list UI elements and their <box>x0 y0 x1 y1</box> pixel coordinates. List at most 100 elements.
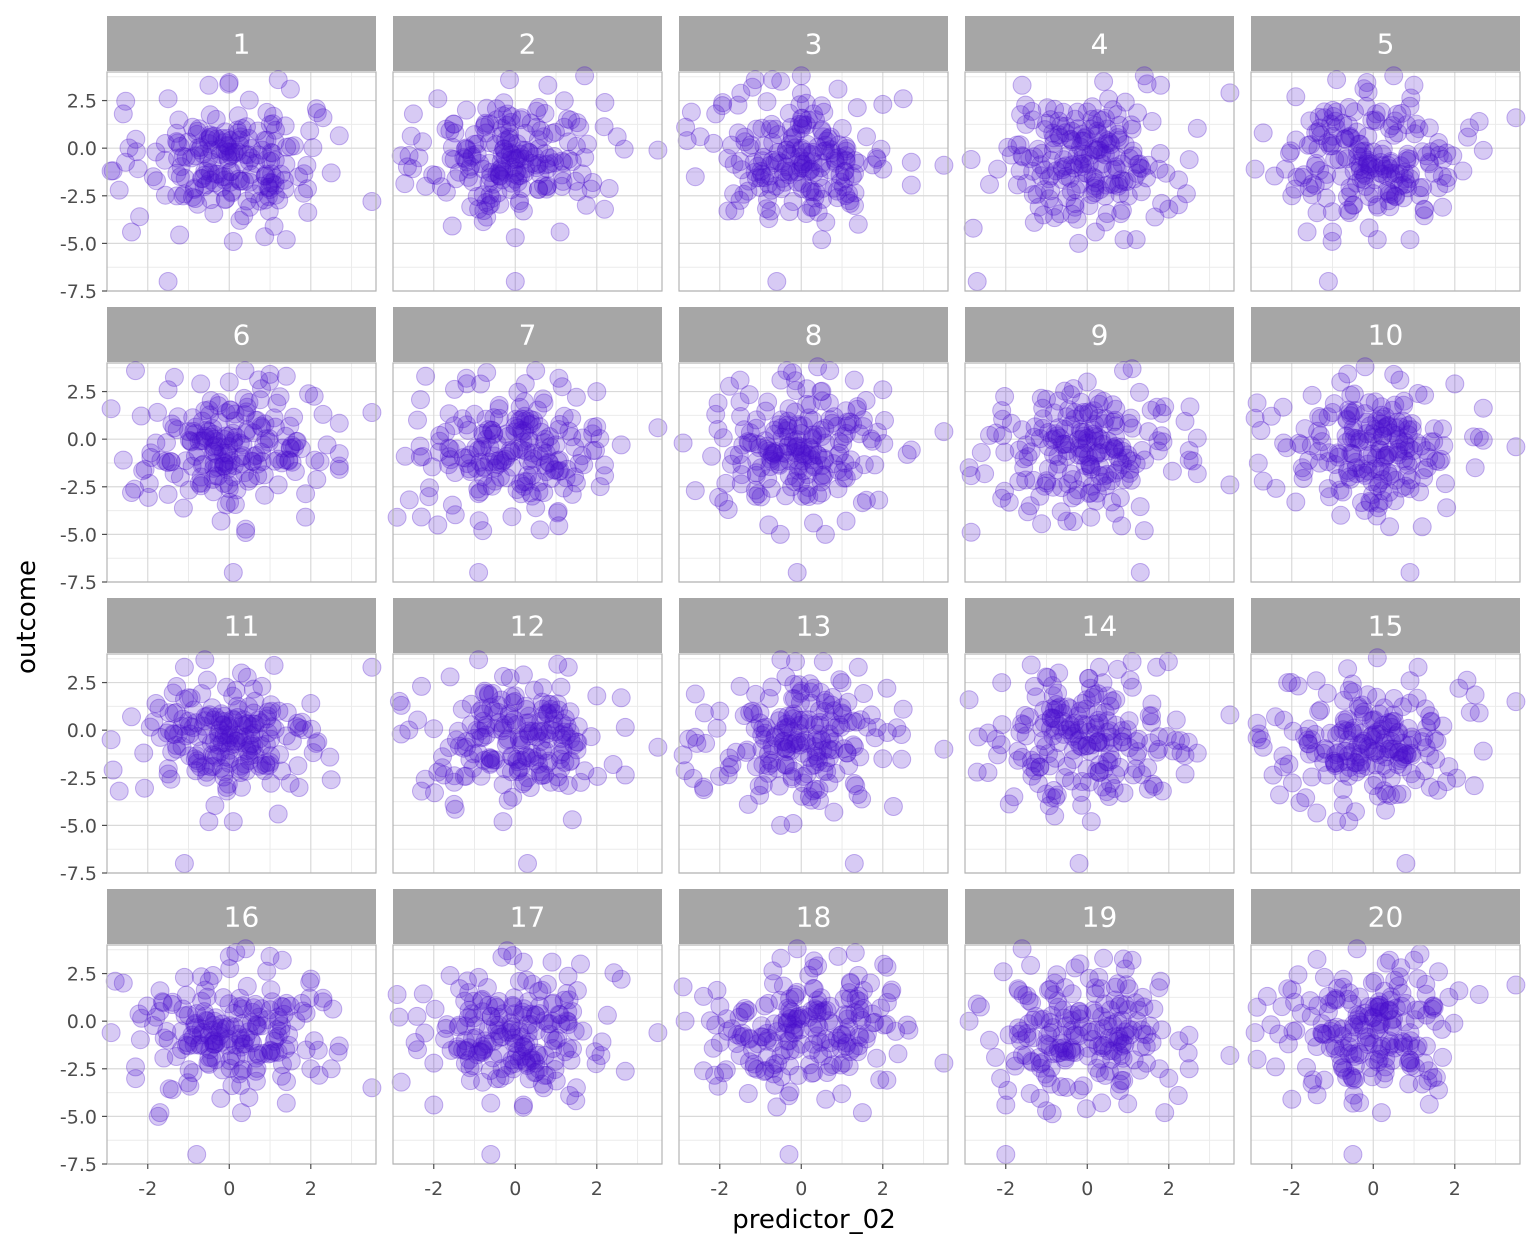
scatter-point <box>1404 75 1424 95</box>
scatter-point <box>516 159 536 178</box>
scatter-point <box>413 984 433 1004</box>
scatter-point <box>1070 154 1090 174</box>
scatter-point <box>1121 470 1141 490</box>
scatter-point <box>704 133 723 153</box>
scatter-point <box>215 170 235 190</box>
scatter-point <box>1107 159 1127 179</box>
scatter-point <box>707 718 727 738</box>
scatter-point <box>825 148 845 168</box>
scatter-point <box>1394 162 1414 182</box>
scatter-point <box>155 185 175 205</box>
scatter-point <box>1001 145 1021 165</box>
scatter-point <box>738 1084 758 1103</box>
scatter-point <box>219 994 239 1014</box>
scatter-point <box>1369 163 1389 183</box>
scatter-point <box>1090 137 1110 157</box>
scatter-point <box>785 402 805 422</box>
scatter-point <box>225 495 245 514</box>
scatter-point <box>1067 209 1087 229</box>
facet-strip-label: 9 <box>1091 319 1109 352</box>
scatter-point <box>256 164 276 184</box>
scatter-point <box>548 451 568 471</box>
scatter-point <box>289 167 309 187</box>
scatter-point <box>764 974 783 994</box>
scatter-point <box>768 143 788 162</box>
scatter-point <box>1035 120 1055 140</box>
scatter-point <box>252 140 272 160</box>
scatter-point <box>155 150 175 170</box>
scatter-point <box>825 151 845 171</box>
scatter-point <box>816 141 836 161</box>
scatter-point <box>1245 1023 1265 1043</box>
scatter-point <box>1419 1094 1439 1114</box>
scatter-point <box>129 1004 149 1024</box>
scatter-point <box>261 143 281 162</box>
scatter-point <box>718 201 738 221</box>
scatter-point <box>1028 139 1048 159</box>
scatter-point <box>887 718 907 738</box>
scatter-point <box>296 507 315 527</box>
x-tick-label: -2 <box>996 1178 1015 1200</box>
scatter-point <box>492 118 512 138</box>
scatter-point <box>1366 158 1386 178</box>
scatter-point <box>1405 124 1425 144</box>
scatter-point <box>706 104 726 124</box>
scatter-point <box>1169 170 1189 190</box>
scatter-point <box>780 134 800 154</box>
scatter-point <box>1428 780 1448 800</box>
scatter-point <box>1037 471 1057 491</box>
scatter-point <box>1031 166 1051 186</box>
scatter-point <box>391 146 411 166</box>
x-tick-label: 2 <box>1449 1178 1461 1200</box>
scatter-point <box>537 974 557 994</box>
scatter-point <box>1111 204 1131 224</box>
scatter-point <box>772 168 792 188</box>
scatter-point <box>1111 170 1131 190</box>
scatter-point <box>611 688 631 708</box>
scatter-point <box>1372 144 1392 164</box>
scatter-point <box>1419 448 1439 467</box>
scatter-point <box>1134 66 1154 86</box>
scatter-point <box>1032 143 1052 163</box>
scatter-point <box>1372 156 1392 176</box>
scatter-point <box>843 414 863 434</box>
scatter-point <box>1073 144 1093 164</box>
scatter-point <box>712 96 732 116</box>
scatter-point <box>428 515 448 535</box>
scatter-point <box>739 171 759 191</box>
scatter-point <box>738 181 758 201</box>
scatter-point <box>240 469 260 488</box>
scatter-point <box>1393 175 1413 195</box>
scatter-point <box>309 1065 329 1085</box>
scatter-point <box>1103 100 1123 120</box>
scatter-point <box>1098 131 1118 151</box>
scatter-point <box>832 119 852 138</box>
scatter-point <box>1023 161 1043 181</box>
scatter-point <box>1339 400 1359 420</box>
scatter-point <box>1067 145 1087 165</box>
scatter-point <box>1283 721 1303 741</box>
scatter-point <box>845 183 865 203</box>
scatter-point <box>1377 181 1397 201</box>
scatter-point <box>530 164 550 184</box>
scatter-point <box>408 410 427 430</box>
scatter-point <box>552 151 572 171</box>
scatter-point <box>1275 159 1295 179</box>
scatter-point <box>270 387 290 407</box>
scatter-point <box>504 157 524 177</box>
scatter-point <box>1089 967 1109 987</box>
scatter-point <box>1367 506 1387 526</box>
scatter-point <box>513 774 533 794</box>
scatter-point <box>487 1021 507 1041</box>
scatter-point <box>1326 118 1346 138</box>
scatter-point <box>1327 812 1347 832</box>
scatter-point <box>1018 447 1038 467</box>
scatter-point <box>1384 170 1404 190</box>
scatter-point <box>167 132 187 152</box>
scatter-point <box>1103 160 1123 180</box>
scatter-point <box>257 961 277 981</box>
scatter-point <box>569 454 589 473</box>
scatter-point <box>535 104 555 123</box>
scatter-point <box>554 91 574 111</box>
scatter-point <box>1458 127 1477 147</box>
